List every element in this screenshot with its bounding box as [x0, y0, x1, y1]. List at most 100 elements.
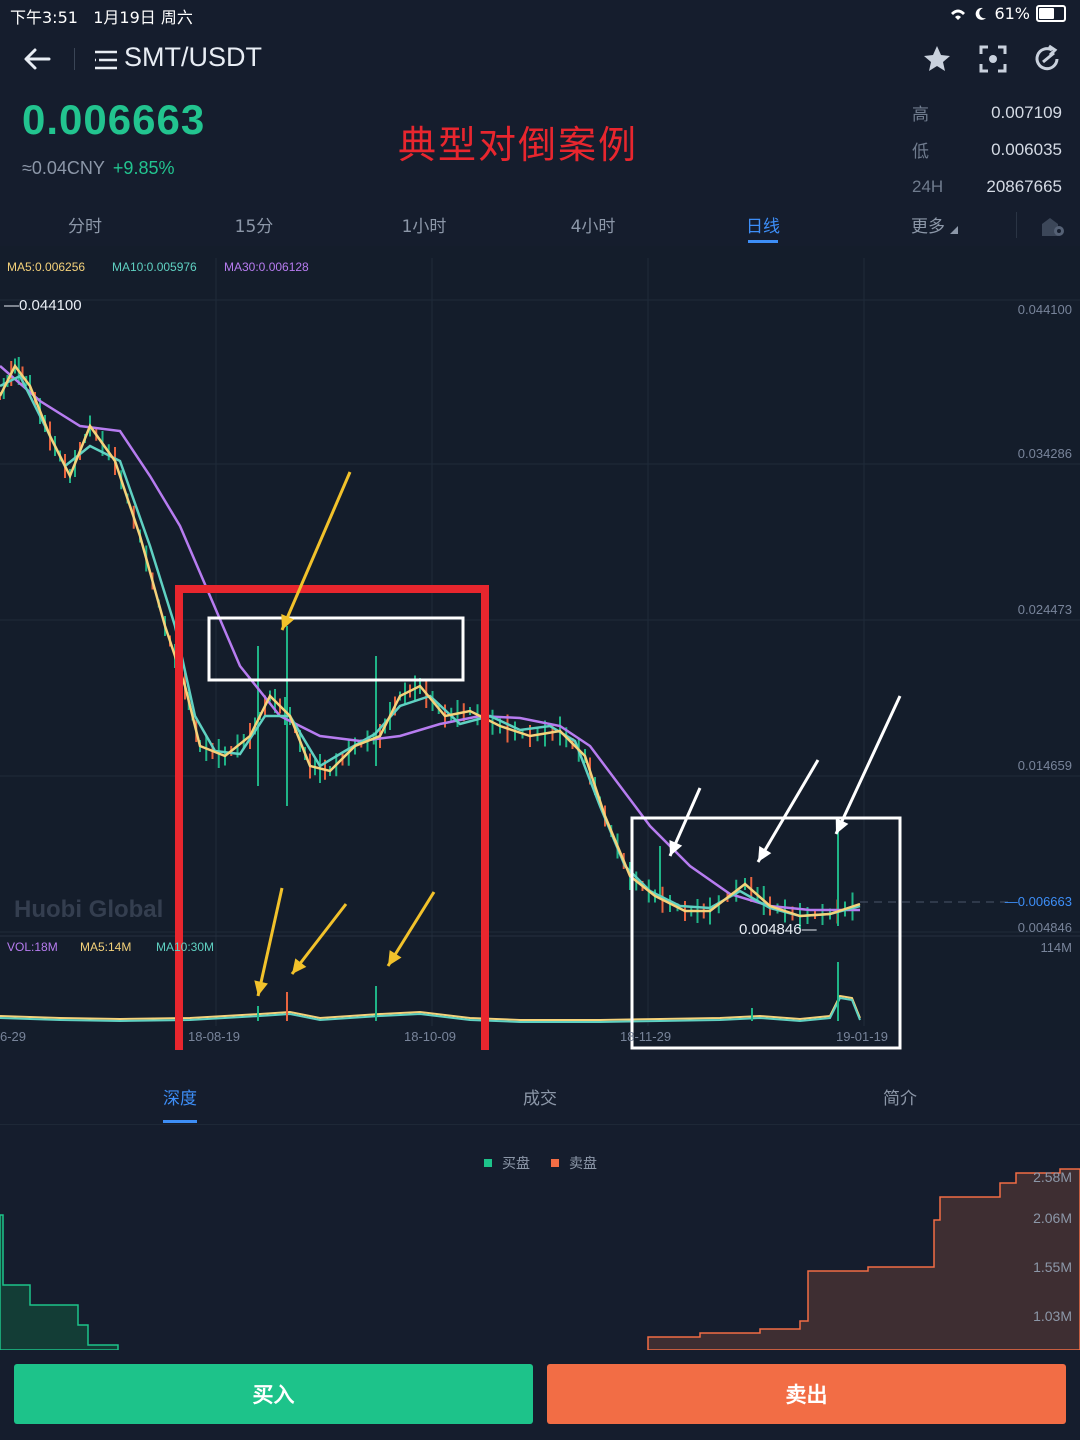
bid-swatch: [484, 1159, 492, 1167]
wifi-icon: [951, 9, 966, 20]
arrow-annotation-head: [835, 818, 849, 834]
arrow-annotation-head: [254, 980, 268, 996]
current-price-marker: —0.006663: [1004, 894, 1072, 909]
price-change: +9.85%: [112, 158, 175, 178]
status-time: 下午3:51: [10, 8, 78, 27]
info-tabs: 深度 成交 简介: [0, 1068, 1080, 1125]
buy-button[interactable]: 买入: [14, 1364, 533, 1424]
depth-tick-3: 1.03M: [1033, 1308, 1072, 1324]
ma30-line: [0, 365, 860, 912]
red-box-annotation: [175, 585, 489, 1050]
depth-tick-0: 2.58M: [1033, 1169, 1072, 1185]
kline-svg: [0, 258, 1080, 1050]
current-price-value: 0.006663: [1017, 894, 1072, 909]
ticker-stats: 高 0.007109 低 0.006035 24H 20867665: [912, 94, 1062, 205]
volume-bars: [0, 962, 861, 1023]
y-tick-0: 0.044100: [1017, 302, 1072, 317]
moon-icon: [976, 7, 987, 20]
vol-ma10-legend: MA10:30M: [156, 940, 215, 954]
tab-intro[interactable]: 简介: [883, 1089, 917, 1109]
ma10-line: [0, 374, 861, 918]
ma30-legend: MA30:0.006128: [224, 260, 309, 274]
cny-value: ≈0.04CNY: [22, 158, 105, 178]
stat-high-value: 0.007109: [991, 102, 1062, 122]
arrow-annotation: [756, 759, 820, 863]
kline-chart[interactable]: MA5:0.006256 MA10:0.005976 MA30:0.006128…: [0, 246, 1080, 1050]
legend-bid: 买盘: [484, 1153, 530, 1173]
arrow-annotation-head: [669, 840, 683, 856]
period-tabs: 分时 15分 1小时 4小时 日线 更多: [0, 206, 1080, 244]
white-box-annotation: [207, 616, 465, 682]
min-marker-value: 0.004846: [739, 921, 802, 938]
tab-15min[interactable]: 15分: [234, 217, 274, 237]
arrow-annotation-head: [292, 958, 307, 974]
stat-vol: 24H 20867665: [912, 168, 1062, 205]
header: SMT/USDT: [0, 28, 1080, 92]
tab-daily[interactable]: 日线: [746, 212, 780, 237]
tab-more[interactable]: 更多: [911, 217, 945, 237]
ask-swatch: [551, 1159, 559, 1167]
y-tick-4: 0.004846: [1017, 920, 1072, 935]
stat-high-label: 高: [912, 105, 929, 124]
arrow-annotation: [834, 695, 902, 835]
chart-settings-icon[interactable]: [1040, 212, 1066, 238]
y-tick-3: 0.014659: [1017, 758, 1072, 773]
depth-tick-1: 2.06M: [1033, 1210, 1072, 1226]
vol-ma10-line: [0, 996, 861, 1023]
x-tick-2: 18-10-09: [404, 1029, 457, 1044]
trade-buttons: 买入 卖出: [0, 1350, 1080, 1440]
tab-4hour[interactable]: 4小时: [570, 217, 616, 237]
divider: [1016, 212, 1017, 238]
status-date: 1月19日 周六: [93, 8, 193, 27]
max-marker-value: 0.044100: [19, 297, 82, 314]
depth-ask-area: [647, 1168, 1080, 1350]
y-tick-1: 0.034286: [1017, 446, 1072, 461]
star-icon[interactable]: [922, 44, 952, 74]
vol-axis-tick: 114M: [1040, 940, 1072, 955]
ma5-line: [0, 363, 861, 918]
arrow-annotation-head: [758, 846, 772, 862]
chart-grid: [0, 258, 1080, 1026]
legend-bid-label: 买盘: [502, 1156, 530, 1172]
battery-percent: 61%: [994, 4, 1030, 23]
list-menu-icon[interactable]: [94, 50, 118, 70]
tab-depth[interactable]: 深度: [163, 1084, 197, 1123]
battery-icon: [1036, 5, 1066, 22]
arrow-annotation: [386, 891, 436, 967]
annotations: [175, 471, 902, 1050]
arrow-annotation-head: [388, 950, 402, 966]
ma5-legend: MA5:0.006256: [7, 260, 86, 274]
annotation-title: 典型对倒案例: [398, 123, 639, 167]
arrow-left-icon[interactable]: [22, 46, 52, 72]
watermark-text: Huobi Global: [14, 896, 164, 923]
legend-ask: 卖盘: [551, 1153, 597, 1173]
fullscreen-icon[interactable]: [978, 44, 1008, 74]
arrow-annotation: [256, 887, 284, 997]
stat-low: 低 0.006035: [912, 131, 1062, 168]
refresh-icon[interactable]: [1032, 44, 1062, 74]
sell-button[interactable]: 卖出: [547, 1364, 1066, 1424]
y-tick-2: 0.024473: [1017, 602, 1072, 617]
vol-legend: VOL:18M: [7, 940, 58, 954]
depth-bid-area: [0, 1214, 119, 1350]
x-tick-4: 19-01-19: [836, 1029, 889, 1044]
x-tick-3: 18-11-29: [620, 1029, 672, 1044]
x-tick-1: 18-08-19: [188, 1029, 241, 1044]
legend-ask-label: 卖盘: [569, 1156, 597, 1172]
min-marker: 0.004846—: [739, 921, 817, 938]
tab-1hour[interactable]: 1小时: [401, 217, 447, 237]
arrow-annotation: [280, 471, 352, 631]
ma-lines: [0, 363, 861, 918]
divider: [74, 48, 75, 70]
depth-svg: [0, 1168, 1080, 1350]
last-price: 0.006663: [22, 96, 206, 143]
stat-vol-label: 24H: [912, 176, 944, 196]
tab-timeshare[interactable]: 分时: [68, 217, 102, 237]
stat-high: 高 0.007109: [912, 94, 1062, 131]
stat-vol-value: 20867665: [986, 176, 1062, 196]
x-tick-0: 6-29: [0, 1029, 27, 1044]
pair-title[interactable]: SMT/USDT: [124, 42, 262, 72]
stat-low-value: 0.006035: [991, 139, 1062, 159]
tab-trades[interactable]: 成交: [523, 1089, 557, 1109]
max-marker: —0.044100: [4, 297, 82, 314]
